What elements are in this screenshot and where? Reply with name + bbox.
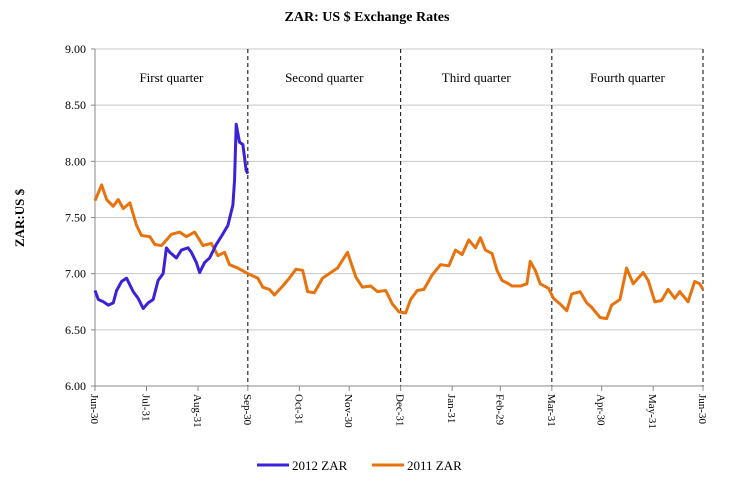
x-tick-label: Nov-30 xyxy=(342,394,354,428)
x-tick-label: Dec-31 xyxy=(394,394,406,426)
quarter-label: First quarter xyxy=(139,70,204,85)
chart-title: ZAR: US $ Exchange Rates xyxy=(285,10,450,25)
y-axis-label: ZAR:US $ xyxy=(12,188,27,247)
quarter-label: Third quarter xyxy=(442,70,512,85)
x-tick-label: Sep-30 xyxy=(241,394,253,426)
series-line-2011-zar xyxy=(93,183,705,321)
y-tick-label: 6.50 xyxy=(65,323,86,337)
y-tick-label: 9.00 xyxy=(65,42,86,56)
x-tick-label: Jul-31 xyxy=(139,394,151,422)
legend-label: 2011 ZAR xyxy=(407,458,462,473)
y-tick-label: 6.00 xyxy=(65,379,86,393)
x-tick-label: Feb-29 xyxy=(493,394,505,426)
x-tick-label: Apr-30 xyxy=(595,394,607,426)
series-line-2012-zar xyxy=(93,122,250,310)
y-tick-label: 7.50 xyxy=(65,211,86,225)
y-tick-label: 8.00 xyxy=(65,154,86,168)
x-tick-label: Mar-31 xyxy=(545,394,557,427)
quarter-label: Fourth quarter xyxy=(590,70,665,85)
quarter-label: Second quarter xyxy=(285,70,364,85)
x-tick-label: Oct-31 xyxy=(292,394,304,425)
legend-label: 2012 ZAR xyxy=(292,458,348,473)
x-tick-label: Jun-30 xyxy=(88,394,100,424)
y-tick-label: 8.50 xyxy=(65,98,86,112)
x-tick-label: Jan-31 xyxy=(445,394,457,423)
x-tick-label: Aug-31 xyxy=(191,394,203,428)
x-tick-label: Jun-30 xyxy=(696,394,708,424)
x-tick-label: May-31 xyxy=(646,394,658,429)
y-tick-label: 7.00 xyxy=(65,267,86,281)
